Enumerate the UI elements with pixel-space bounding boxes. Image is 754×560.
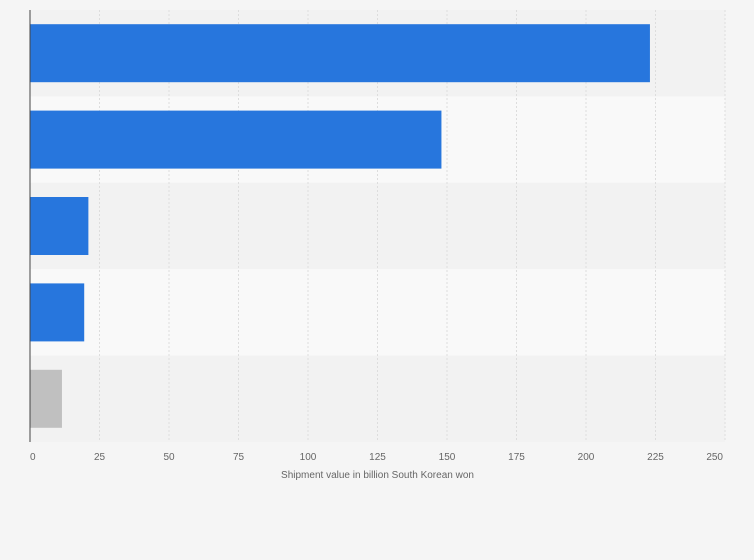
x-tick-label: 100: [300, 452, 317, 463]
x-tick-label: 225: [647, 452, 664, 463]
x-tick-label: 50: [163, 452, 175, 463]
x-tick-label: 0: [30, 452, 36, 463]
bar[interactable]: [30, 24, 650, 83]
bars: [30, 24, 650, 428]
bar[interactable]: [30, 110, 442, 169]
x-tick-label: 125: [369, 452, 386, 463]
x-tick-label: 250: [706, 452, 723, 463]
bar[interactable]: [30, 369, 62, 428]
x-tick-label: 75: [233, 452, 245, 463]
x-tick-label: 25: [94, 452, 106, 463]
bar[interactable]: [30, 283, 85, 342]
x-tick-labels: 0 25 50 75 100 125 150 175 200 225 250: [30, 452, 723, 463]
x-tick-label: 200: [578, 452, 595, 463]
x-tick-label: 150: [439, 452, 456, 463]
bar[interactable]: [30, 197, 89, 255]
x-tick-label: 175: [508, 452, 525, 463]
x-axis-title: Shipment value in billion South Korean w…: [281, 470, 474, 481]
